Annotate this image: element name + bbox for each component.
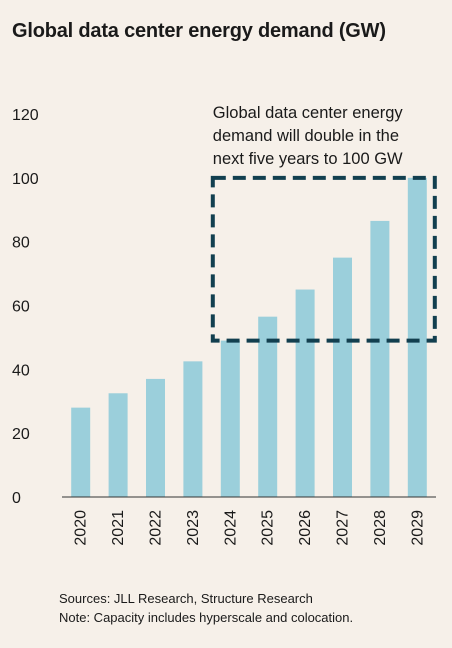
y-tick-label: 60 xyxy=(12,299,30,316)
x-tick-label: 2023 xyxy=(185,510,202,546)
x-tick-label: 2020 xyxy=(73,510,90,546)
y-axis-ticks: 0 20 40 60 80 100 120 xyxy=(12,107,39,507)
annotation-text-line: Global data center energy xyxy=(213,104,404,122)
chart-title: Global data center energy demand (GW) xyxy=(12,20,386,42)
x-tick-label: 2027 xyxy=(335,510,352,546)
annotation: Global data center energy demand will dou… xyxy=(210,104,437,343)
annotation-text-line: demand will double in the xyxy=(213,127,399,145)
bar-2022 xyxy=(146,378,165,497)
x-tick-label: 2021 xyxy=(110,510,127,546)
bar-2024 xyxy=(220,340,240,497)
y-tick-label: 120 xyxy=(12,107,39,124)
y-tick-label: 80 xyxy=(12,235,30,252)
bar-2021 xyxy=(108,393,128,497)
bar-2029 xyxy=(407,177,427,498)
bar-2027 xyxy=(333,257,352,497)
x-tick-label: 2025 xyxy=(260,510,277,546)
sources-note: Sources: JLL Research, Structure Researc… xyxy=(59,591,313,606)
bar-2023 xyxy=(183,361,203,497)
annotation-text-line: next five years to 100 GW xyxy=(213,150,403,168)
capacity-note: Note: Capacity includes hyperscale and c… xyxy=(59,610,354,625)
y-tick-label: 40 xyxy=(12,362,30,379)
x-tick-label: 2022 xyxy=(148,510,165,546)
y-tick-label: 0 xyxy=(12,490,21,507)
x-tick-label: 2026 xyxy=(297,510,314,546)
x-tick-label: 2024 xyxy=(222,510,239,546)
annotation-dashed-box xyxy=(210,175,437,343)
bar-2028 xyxy=(370,220,390,497)
x-axis-ticks: 2020 2021 2022 2023 2024 2025 2026 2027 2028 2029 xyxy=(73,510,427,546)
x-tick-label: 2029 xyxy=(409,510,426,546)
bar-2020 xyxy=(71,407,91,497)
bar-2025 xyxy=(258,316,278,497)
bars xyxy=(62,177,436,498)
chart-notes: Sources: JLL Research, Structure Researc… xyxy=(59,589,353,627)
x-tick-label: 2028 xyxy=(372,510,389,546)
y-tick-label: 100 xyxy=(12,171,39,188)
y-tick-label: 20 xyxy=(12,426,30,443)
bar-2026 xyxy=(295,289,315,497)
